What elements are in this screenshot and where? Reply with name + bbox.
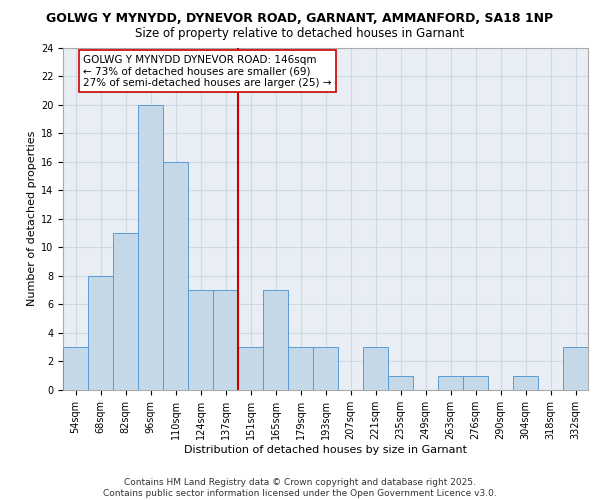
Y-axis label: Number of detached properties: Number of detached properties: [26, 131, 37, 306]
Bar: [438, 376, 463, 390]
Bar: [188, 290, 213, 390]
Bar: [113, 233, 138, 390]
Bar: [388, 376, 413, 390]
Bar: [288, 347, 313, 390]
Bar: [363, 347, 388, 390]
Bar: [63, 347, 88, 390]
X-axis label: Distribution of detached houses by size in Garnant: Distribution of detached houses by size …: [184, 444, 467, 454]
Bar: [138, 104, 163, 390]
Bar: [463, 376, 488, 390]
Text: Size of property relative to detached houses in Garnant: Size of property relative to detached ho…: [136, 28, 464, 40]
Bar: [263, 290, 288, 390]
Bar: [563, 347, 588, 390]
Bar: [313, 347, 338, 390]
Bar: [513, 376, 538, 390]
Text: GOLWG Y MYNYDD, DYNEVOR ROAD, GARNANT, AMMANFORD, SA18 1NP: GOLWG Y MYNYDD, DYNEVOR ROAD, GARNANT, A…: [46, 12, 554, 26]
Bar: [163, 162, 188, 390]
Text: Contains HM Land Registry data © Crown copyright and database right 2025.
Contai: Contains HM Land Registry data © Crown c…: [103, 478, 497, 498]
Bar: [88, 276, 113, 390]
Bar: [238, 347, 263, 390]
Bar: [213, 290, 238, 390]
Text: GOLWG Y MYNYDD DYNEVOR ROAD: 146sqm
← 73% of detached houses are smaller (69)
27: GOLWG Y MYNYDD DYNEVOR ROAD: 146sqm ← 73…: [83, 54, 331, 88]
